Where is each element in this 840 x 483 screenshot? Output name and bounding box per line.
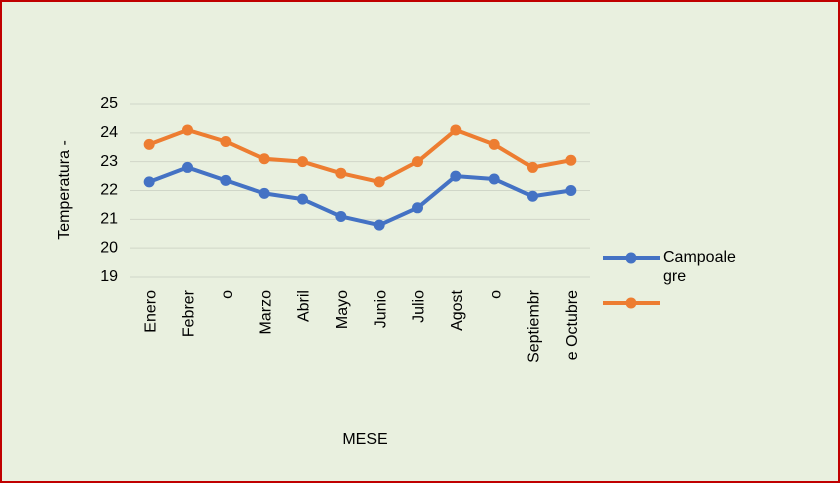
data-point — [220, 135, 232, 147]
data-point — [373, 219, 385, 231]
data-point — [565, 185, 577, 196]
y-axis-title: Temperatura - — [56, 140, 73, 240]
y-tick-label: 19 — [100, 268, 118, 285]
x-tick-label: Septiembr — [526, 289, 543, 363]
data-point — [220, 174, 232, 186]
x-tick-label: Agost — [449, 289, 466, 330]
data-point — [565, 154, 577, 166]
y-tick-label: 23 — [100, 153, 118, 170]
data-point — [527, 161, 538, 173]
legend-marker — [625, 252, 637, 264]
data-point — [527, 190, 538, 202]
series-line — [148, 127, 572, 184]
data-point — [412, 156, 423, 168]
data-point — [143, 176, 155, 188]
data-point — [297, 156, 308, 168]
x-axis-title: MESE — [342, 431, 387, 448]
legend-label: Campoalegre — [663, 249, 736, 285]
y-tick-label: 21 — [100, 211, 118, 228]
x-tick-label: Junio — [372, 290, 389, 328]
legend-marker — [625, 297, 637, 309]
data-point — [297, 193, 308, 205]
y-tick-label: 22 — [100, 182, 118, 199]
data-point — [182, 124, 193, 136]
data-point — [450, 124, 462, 136]
x-tick-label: Febrer — [181, 289, 198, 337]
data-point — [488, 173, 500, 185]
data-point — [335, 210, 347, 222]
x-tick-label: o — [487, 290, 504, 299]
data-point — [373, 176, 385, 188]
x-tick-label: Abril — [296, 290, 313, 322]
data-point — [450, 170, 462, 182]
x-tick-label: Mayo — [334, 290, 351, 329]
x-tick-label: o — [219, 290, 236, 299]
data-point — [412, 202, 423, 214]
data-point — [488, 138, 500, 150]
x-tick-label: Marzo — [257, 290, 274, 335]
data-point — [258, 187, 270, 199]
data-point — [335, 167, 347, 179]
x-tick-label: Enero — [142, 290, 159, 333]
series-line — [148, 165, 572, 228]
data-point — [258, 153, 270, 165]
data-point — [182, 161, 193, 173]
y-tick-label: 25 — [100, 95, 118, 112]
y-tick-label: 24 — [100, 124, 118, 141]
data-point — [143, 138, 155, 150]
y-tick-label: 20 — [100, 239, 118, 256]
x-tick-label: e Octubre — [564, 290, 581, 360]
x-tick-label: Julio — [411, 290, 428, 323]
